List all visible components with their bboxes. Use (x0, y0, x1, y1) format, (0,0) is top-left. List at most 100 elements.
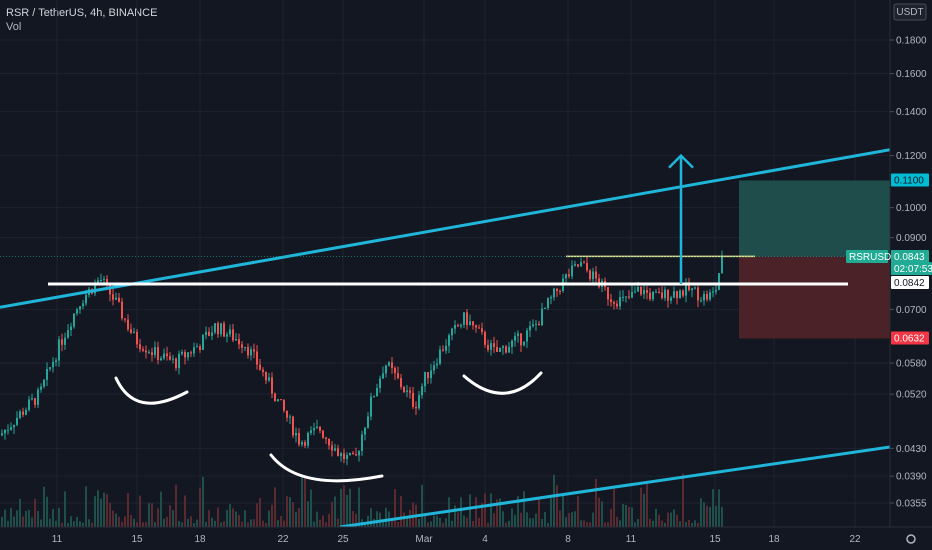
volume-bar (67, 522, 69, 527)
volume-bar (100, 498, 102, 527)
volume-bar (241, 521, 243, 527)
candle-body (472, 321, 474, 326)
candle-body (370, 396, 372, 417)
candle-body (439, 349, 441, 364)
right-shoulder-curve[interactable] (462, 371, 543, 395)
candle-body (121, 301, 123, 319)
volume-bar (184, 495, 186, 527)
volume-bar (385, 507, 387, 527)
candle-body (355, 454, 357, 456)
candle-body (151, 352, 153, 356)
candle-body (697, 287, 699, 301)
candle-body (436, 363, 438, 366)
volume-bar (70, 516, 72, 527)
price-scale[interactable]: USDT 0.1800 0.1600 0.1400 0.1200 0.1000 0.0900… (846, 0, 932, 550)
volume-bar (244, 510, 246, 527)
volume-bar (658, 514, 660, 527)
candle-body (451, 328, 453, 336)
volume-bar (136, 522, 138, 527)
price-tick-label: 0.1800 (896, 36, 927, 47)
volume-bar (124, 516, 126, 527)
volume-bar (394, 489, 396, 527)
candle-body (475, 325, 477, 328)
candle-body (193, 347, 195, 354)
volume-bar (709, 507, 711, 527)
volume-bar (214, 520, 216, 527)
candle-body (469, 321, 471, 325)
candle-body (652, 291, 654, 300)
volume-bar (469, 494, 471, 527)
volume-bar (256, 503, 258, 527)
volume-bar (472, 521, 474, 527)
candle-body (553, 288, 555, 298)
volume-bar (706, 505, 708, 527)
price-label-target (891, 173, 929, 187)
candle-body (262, 369, 264, 372)
candle-body (205, 331, 207, 336)
candle-body (631, 291, 633, 298)
time-tick-label: 25 (337, 534, 349, 545)
candle-body (661, 292, 663, 299)
candle-body (514, 335, 516, 341)
candle-body (676, 291, 678, 299)
volume-bar (493, 513, 495, 527)
gear-icon[interactable] (906, 534, 916, 544)
volume-bar (451, 520, 453, 527)
time-scale[interactable]: 11 15 18 22 25 Mar 4 8 11 15 18 22 (0, 526, 932, 550)
candle-body (343, 453, 345, 459)
volume-bar (589, 522, 591, 527)
candle-body (433, 365, 435, 371)
volume-bar (646, 483, 648, 527)
volume-bar (40, 519, 42, 527)
candle-body (313, 428, 315, 431)
target-arrow-head (668, 153, 694, 169)
volume-bar (307, 501, 309, 527)
volume-bar (628, 506, 630, 527)
volume-bar (409, 509, 411, 527)
volume-bar (688, 519, 690, 527)
volume-bar (523, 491, 525, 527)
settings-corner[interactable] (894, 531, 928, 547)
candle-body (550, 297, 552, 299)
volume-bar (115, 513, 117, 527)
candle-body (517, 333, 519, 336)
candle-body (133, 331, 135, 333)
candle-body (658, 291, 660, 293)
candle-body (49, 367, 51, 369)
price-label-countdown (891, 262, 932, 275)
candle-body (22, 411, 24, 415)
candle-body (211, 332, 213, 336)
volume-bar (655, 508, 657, 527)
volume-bar (613, 488, 615, 527)
candle-body (565, 274, 567, 279)
volume-bar (475, 497, 477, 527)
channel-lower-line[interactable] (339, 445, 891, 529)
currency-badge[interactable] (893, 3, 927, 21)
head-curve[interactable] (269, 453, 384, 483)
volume-bar (397, 521, 399, 527)
candle-body (25, 410, 27, 415)
candle-body (244, 347, 246, 349)
candle-body (607, 287, 609, 300)
volume-bar (64, 491, 66, 527)
volume-bar (235, 511, 237, 527)
candle-body (532, 324, 534, 327)
volume-bar (490, 493, 492, 527)
volume-bar (301, 474, 303, 527)
volume-bar (583, 520, 585, 527)
volume-bar (715, 505, 717, 527)
candle-body (535, 323, 537, 325)
time-tick-label: 22 (849, 534, 861, 545)
volume-bar (127, 493, 129, 527)
candle-body (571, 265, 573, 277)
channel-upper-line[interactable] (0, 148, 891, 309)
candle-body (442, 349, 444, 351)
volume-bar (10, 507, 12, 527)
candle-body (670, 297, 672, 301)
candle-body (301, 442, 303, 445)
volume-bar (547, 522, 549, 527)
left-shoulder-curve[interactable] (114, 376, 189, 405)
candle-body (361, 434, 363, 451)
candle-body (520, 333, 522, 346)
